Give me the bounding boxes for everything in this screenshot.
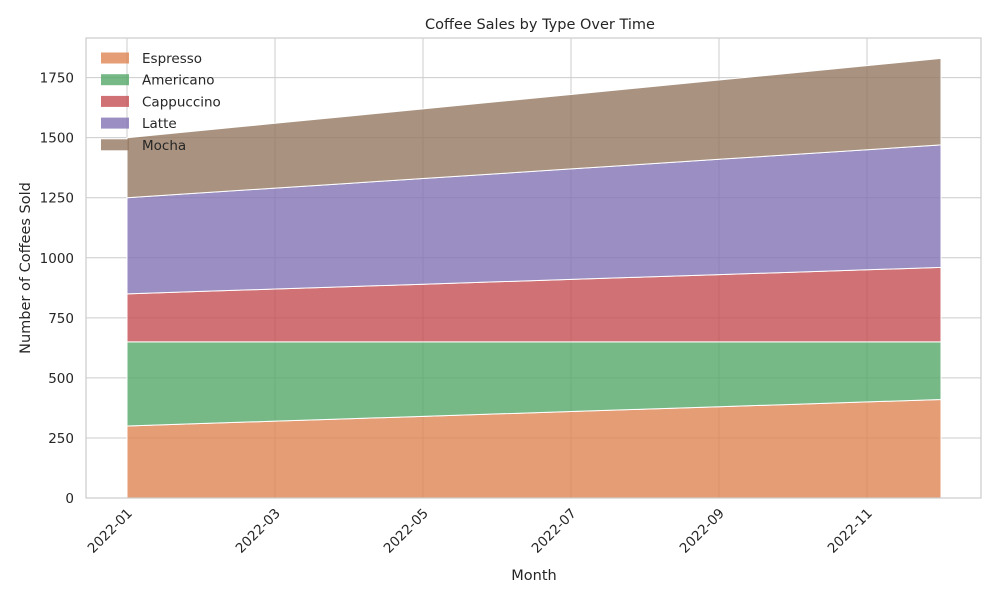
y-tick-label: 1750 (40, 71, 74, 87)
y-tick-label: 1000 (40, 251, 74, 267)
y-tick-label: 0 (65, 491, 74, 507)
legend-label-espresso: Espresso (142, 51, 202, 67)
legend-label-mocha: Mocha (142, 138, 186, 154)
y-tick-label: 1250 (40, 191, 74, 207)
y-tick-label: 500 (48, 371, 74, 387)
legend-label-cappuccino: Cappuccino (142, 94, 221, 110)
y-tick-label: 250 (48, 431, 74, 447)
areas (126, 57, 942, 499)
legend-swatch-mocha (101, 139, 129, 151)
legend-swatch-espresso (101, 52, 129, 64)
legend: Espresso Americano Cappuccino Latte Mocha (101, 51, 221, 154)
legend-swatch-latte (101, 117, 129, 129)
x-axis-label: Month (511, 568, 556, 584)
y-axis-label: Number of Coffees Sold (18, 182, 34, 354)
chart-title: Coffee Sales by Type Over Time (425, 17, 655, 33)
plot-frame (85, 37, 982, 499)
legend-label-americano: Americano (142, 73, 215, 89)
legend-swatch-cappuccino (101, 95, 129, 107)
y-tick-label: 1500 (40, 131, 74, 147)
legend-swatch-americano (101, 74, 129, 86)
legend-label-latte: Latte (142, 116, 177, 132)
area-mocha (126, 57, 942, 199)
y-tick-label: 750 (48, 311, 74, 327)
